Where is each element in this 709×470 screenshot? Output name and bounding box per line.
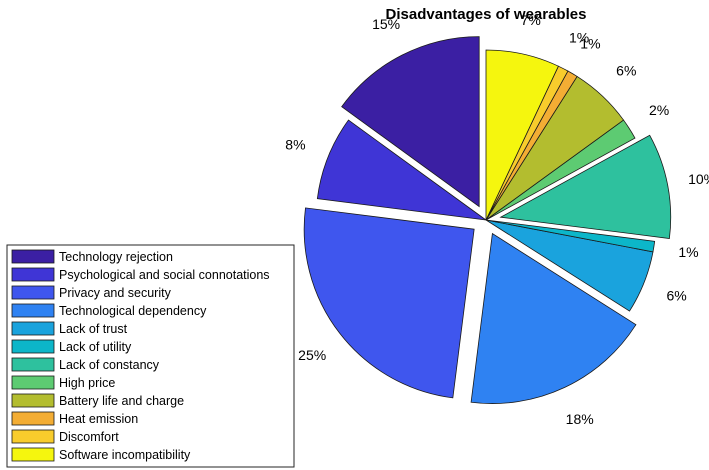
- legend-label-discomfort: Discomfort: [59, 430, 119, 444]
- legend-label-technology-rejection: Technology rejection: [59, 250, 173, 264]
- pie-slice-technological-dependency: [470, 232, 637, 404]
- legend-label-lack-of-trust: Lack of trust: [59, 322, 128, 336]
- pie-slice-psychological-and-social-connotations: [316, 119, 487, 221]
- pie-label-battery-life-and-charge: 6%: [616, 63, 636, 79]
- pie-percent-labels: 15%8%25%18%6%1%10%2%6%1%1%7%: [285, 12, 709, 427]
- pie-label-lack-of-constancy: 10%: [688, 171, 709, 187]
- pie-slice-technology-rejection: [341, 36, 480, 208]
- legend-label-lack-of-constancy: Lack of constancy: [59, 358, 160, 372]
- pie-label-discomfort: 1%: [569, 29, 589, 45]
- pie-label-high-price: 2%: [649, 102, 669, 118]
- pie-slice-lack-of-utility: [485, 219, 656, 253]
- legend-label-psychological-and-social-connotations: Psychological and social connotations: [59, 268, 270, 282]
- pie-slice-lack-of-constancy: [499, 134, 672, 239]
- legend-label-software-incompatibility: Software incompatibility: [59, 448, 191, 462]
- legend-label-heat-emission: Heat emission: [59, 412, 138, 426]
- legend-swatch-high-price: [11, 375, 55, 390]
- legend-swatch-lack-of-trust: [11, 321, 55, 336]
- legend-swatch-privacy-and-security: [11, 285, 55, 300]
- legend-swatch-technological-dependency: [11, 303, 55, 318]
- pie-label-technological-dependency: 18%: [566, 411, 594, 427]
- pie-label-lack-of-utility: 1%: [678, 244, 698, 260]
- legend-label-lack-of-utility: Lack of utility: [59, 340, 132, 354]
- legend-label-technological-dependency: Technological dependency: [59, 304, 207, 318]
- pie-slice-privacy-and-security: [303, 207, 475, 399]
- legend-swatch-discomfort: [11, 429, 55, 444]
- legend: Technology rejection Psychological and so…: [6, 244, 295, 468]
- legend-swatch-battery-life-and-charge: [11, 393, 55, 408]
- legend-label-high-price: High price: [59, 376, 115, 390]
- pie-label-psychological-and-social-connotations: 8%: [285, 137, 305, 153]
- pie-label-technology-rejection: 15%: [372, 16, 400, 32]
- chart-title: Disadvantages of wearables: [386, 6, 587, 23]
- legend-swatch-software-incompatibility: [11, 447, 55, 462]
- legend-label-privacy-and-security: Privacy and security: [59, 286, 172, 300]
- legend-swatch-lack-of-utility: [11, 339, 55, 354]
- legend-swatch-heat-emission: [11, 411, 55, 426]
- legend-label-battery-life-and-charge: Battery life and charge: [59, 394, 184, 408]
- pie-label-software-incompatibility: 7%: [521, 12, 541, 28]
- legend-box: [6, 244, 295, 468]
- legend-swatch-lack-of-constancy: [11, 357, 55, 372]
- pie-slice-software-incompatibility: [485, 49, 559, 221]
- pie-label-lack-of-trust: 6%: [666, 288, 686, 304]
- legend-swatch-technology-rejection: [11, 249, 55, 264]
- pie-label-heat-emission: 1%: [580, 36, 600, 52]
- legend-swatch-psychological-and-social-connotations: [11, 267, 55, 282]
- pie-slices: [303, 36, 672, 404]
- pie-label-privacy-and-security: 25%: [298, 347, 326, 363]
